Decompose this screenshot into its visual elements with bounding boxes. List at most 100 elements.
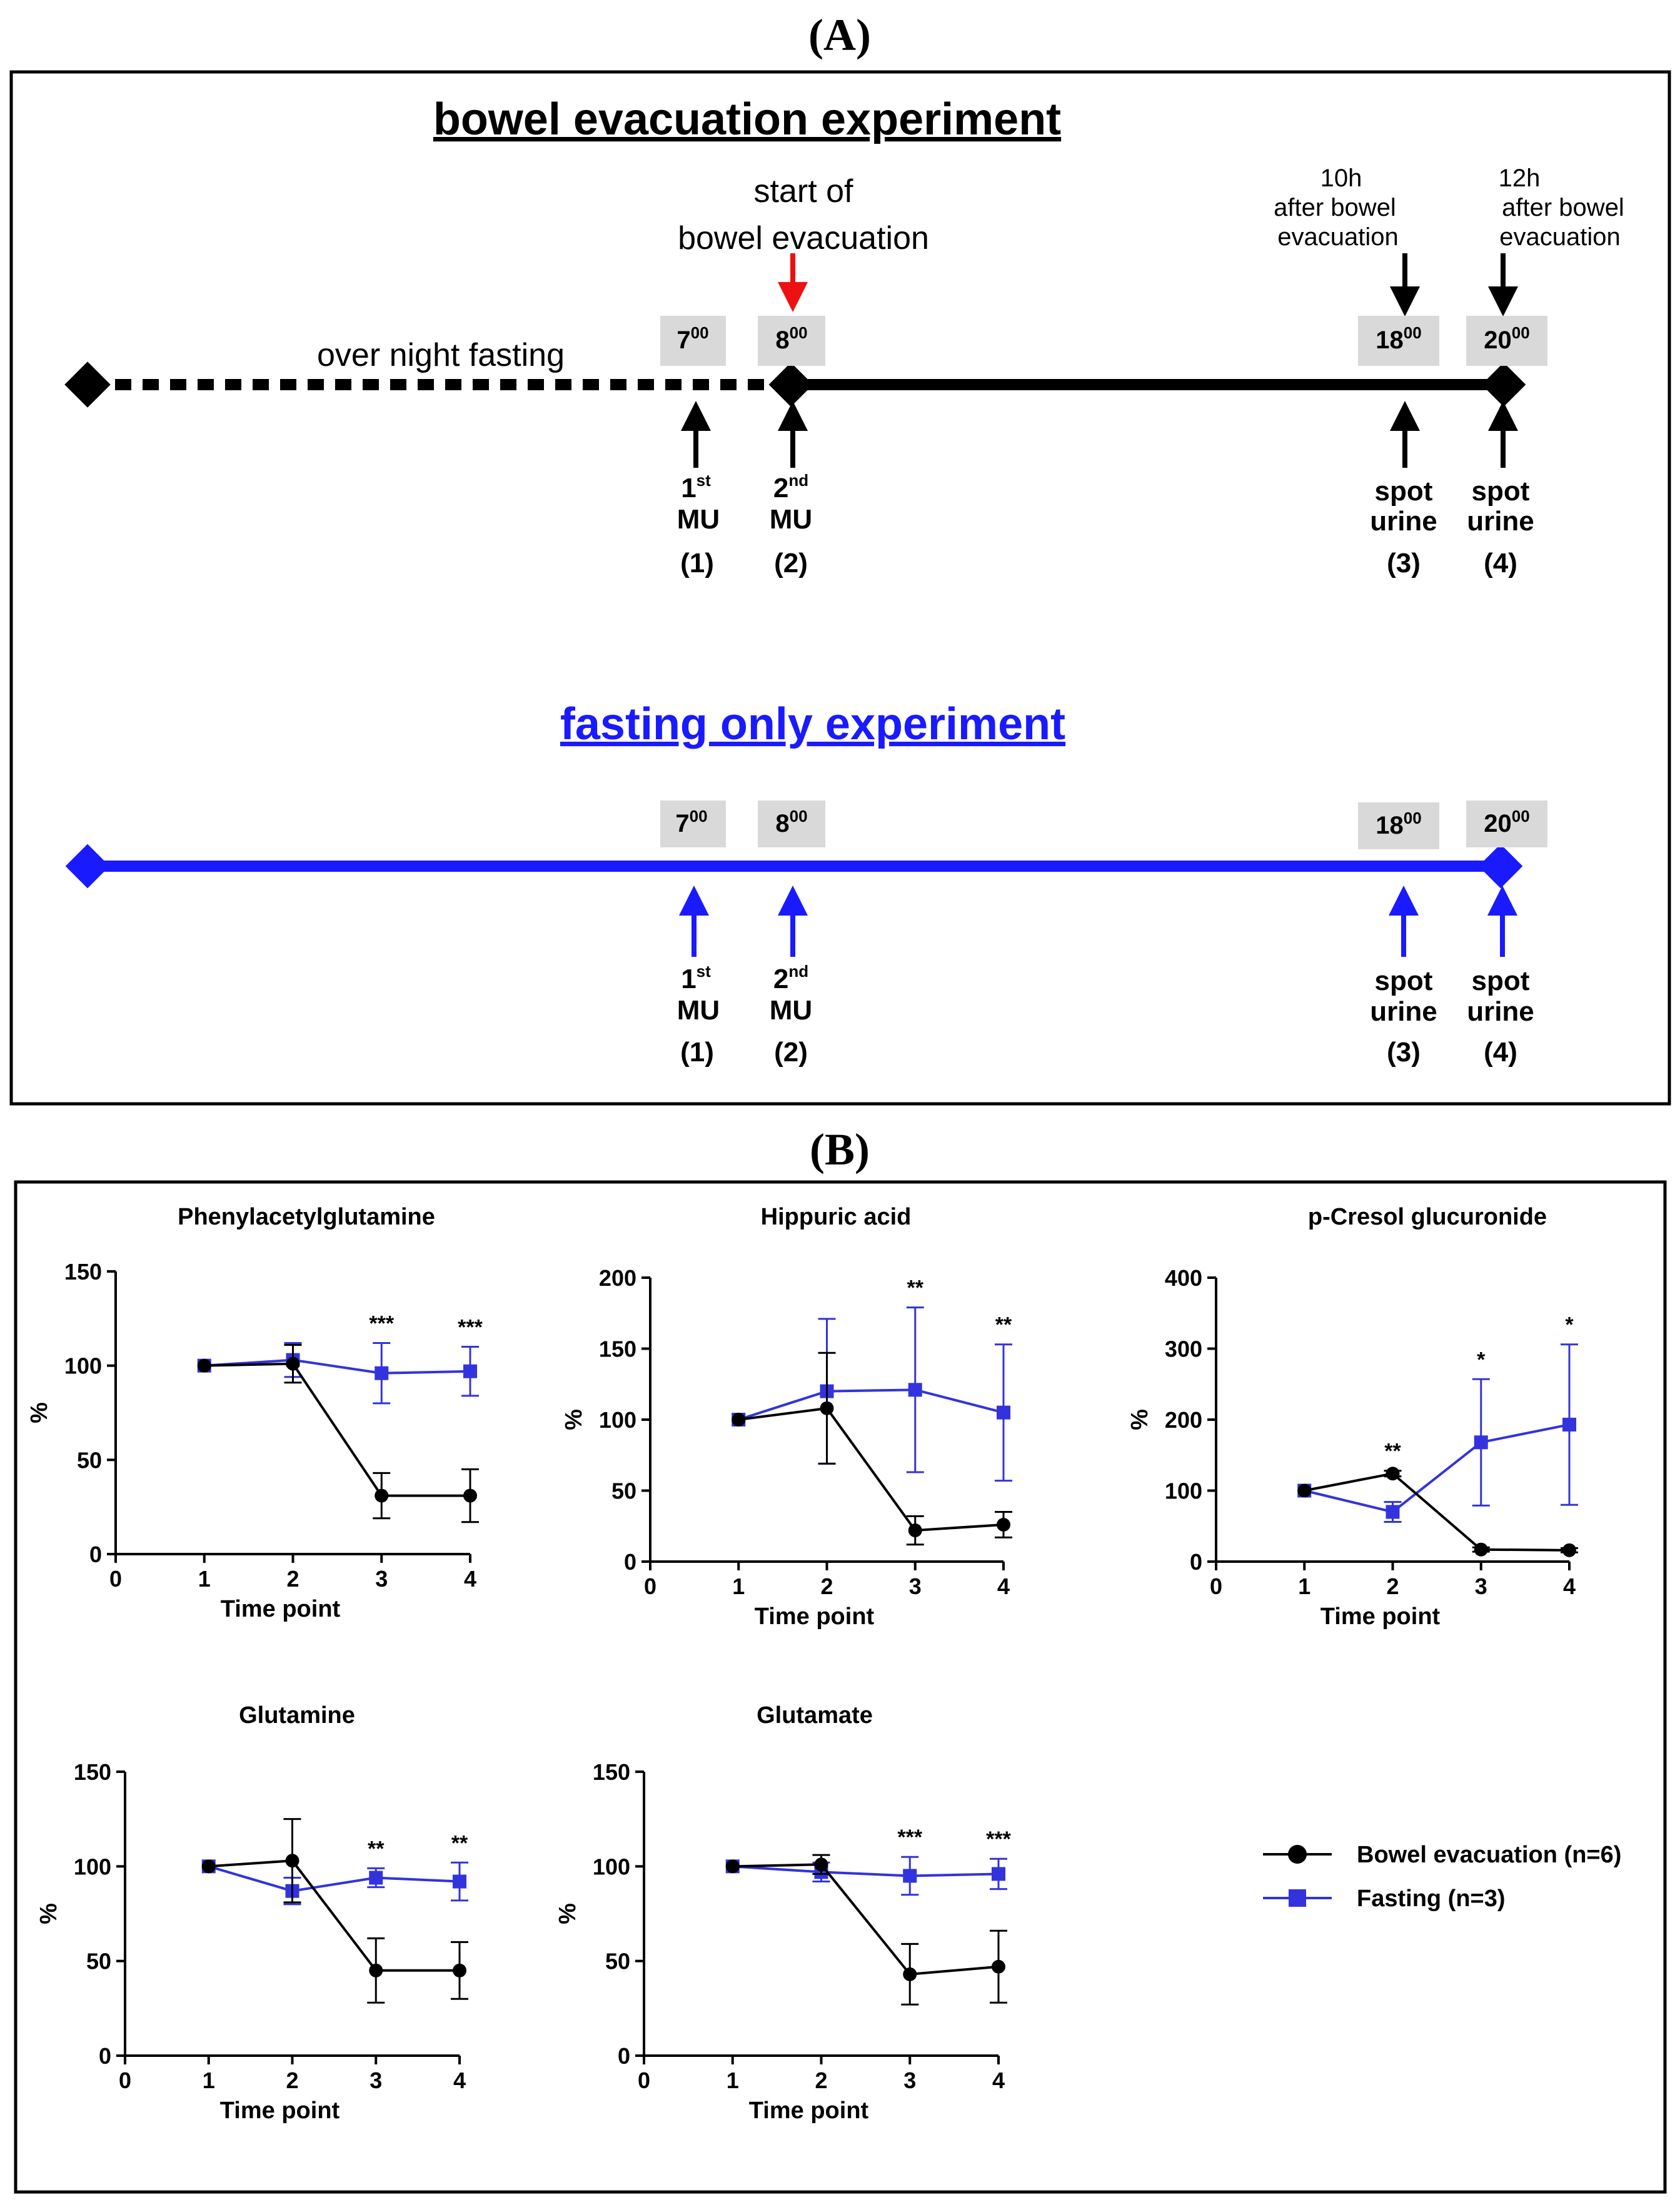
legend-marker-fasting [1289, 1889, 1306, 1907]
data-point-fasting [453, 1874, 466, 1889]
significance-label: *** [897, 1826, 922, 1849]
y-tick-label: 0 [1190, 1549, 1202, 1575]
x-tick-label: 4 [992, 2068, 1005, 2093]
series-line-bowel [1304, 1472, 1570, 1552]
bowel-time-boxes: 700 800 1800 2000 [660, 316, 1547, 366]
fasting-experiment-title: fasting only experiment [560, 699, 1065, 749]
f-time-20: 2000 [1484, 807, 1529, 837]
data-point-bowel [1386, 1467, 1400, 1481]
panel-b-label: (B) [810, 1124, 870, 1174]
time-box-7 [660, 316, 726, 366]
chart-title: Hippuric acid [761, 1204, 912, 1230]
y-tick-label: 50 [605, 1949, 630, 1974]
data-point-bowel [903, 1967, 917, 1981]
time-20: 2000 [1484, 323, 1529, 354]
y-tick-label: 0 [618, 2043, 630, 2069]
f-time-box-7 [660, 800, 726, 847]
sample3-num: (3) [1387, 548, 1421, 578]
legend-label-fasting: Fasting (n=3) [1357, 1886, 1506, 1912]
sample3-l1: spot [1375, 476, 1433, 507]
x-tick-label: 0 [644, 1573, 656, 1599]
x-tick-label: 4 [453, 2068, 466, 2093]
f-sample3-num: (3) [1387, 1037, 1421, 1068]
start-label-line2: bowel evacuation [678, 220, 929, 256]
x-tick-label: 2 [815, 2068, 827, 2093]
y-tick-label: 400 [1165, 1265, 1202, 1291]
x-tick-label: 1 [727, 2068, 739, 2093]
x-tick-label: 0 [638, 2068, 650, 2093]
significance-label: ** [368, 1837, 385, 1861]
x-tick-label: 1 [732, 1573, 745, 1599]
data-point-bowel [1562, 1543, 1576, 1557]
y-tick-label: 100 [593, 1854, 630, 1879]
time-box-20 [1466, 316, 1547, 366]
x-tick-label: 0 [109, 1566, 122, 1592]
f-sample3-l2: urine [1370, 996, 1437, 1027]
start-label-line1: start of [754, 173, 853, 210]
x-tick-label: 3 [370, 2068, 382, 2093]
chart-3: p-Cresol glucuronide 0 100 200 300 400 0 1 2 3 4 Ti… [1127, 1204, 1578, 1630]
fasting-sample-labels: 1st MU (1) 2nd MU (2) spot urine (3) spo… [677, 962, 1534, 1068]
data-point-bowel [992, 1959, 1005, 1974]
f-sample4-num: (4) [1484, 1037, 1517, 1068]
chart-2: Hippuric acid 0 50 100 150 200 0 1 2 3 4 Time point… [561, 1204, 1012, 1630]
chart-5: Glutamate 0 50 100 150 0 1 2 3 4 Time point% *** *** [555, 1702, 1012, 2124]
legend-label-bowel: Bowel evacuation (n=6) [1357, 1842, 1621, 1868]
data-point-bowel [732, 1413, 746, 1427]
significance-label: *** [986, 1827, 1011, 1851]
data-point-bowel [908, 1523, 922, 1538]
data-point-bowel [197, 1358, 211, 1373]
series-line-bowel [204, 1362, 470, 1497]
data-point-fasting [997, 1405, 1010, 1420]
x-axis-label: Time point [749, 2098, 869, 2124]
data-point-bowel [1474, 1542, 1488, 1557]
series-line-fasting [732, 1865, 999, 1877]
y-tick-label: 150 [64, 1259, 102, 1285]
x-tick-label: 3 [1475, 1573, 1487, 1599]
bowel-mid-diamond [768, 362, 813, 407]
y-axis-label: % [36, 1903, 62, 1924]
y-tick-label: 50 [611, 1478, 636, 1504]
f-sample3-l1: spot [1375, 966, 1433, 996]
f-sample2-num: (2) [774, 1037, 808, 1068]
sample2-num: (2) [774, 548, 808, 578]
fasting-start-diamond [65, 844, 110, 889]
x-axis-label: Time point [220, 2098, 340, 2124]
x-tick-label: 2 [820, 1573, 833, 1599]
data-point-fasting [369, 1871, 383, 1885]
significance-label: ** [451, 1831, 468, 1855]
y-tick-label: 50 [86, 1949, 111, 1974]
f-time-box-18 [1358, 802, 1439, 849]
sample4-num: (4) [1484, 548, 1517, 578]
f-time-8: 800 [775, 807, 807, 837]
x-tick-label: 2 [286, 2068, 298, 2093]
data-point-bowel [997, 1517, 1010, 1532]
panel-b-frame [14, 1180, 1667, 2194]
significance-label: ** [907, 1276, 924, 1300]
bowel-experiment-title: bowel evacuation experiment [433, 94, 1061, 144]
significance-label: ** [995, 1313, 1012, 1337]
x-axis-label: Time point [1320, 1603, 1441, 1630]
chart-1: Phenylacetylglutamine 0 50 100 150 0 1 2 3 4 Time … [26, 1204, 483, 1622]
y-axis-label: % [561, 1409, 587, 1430]
f-sample4-l1: spot [1472, 966, 1530, 996]
time-7: 700 [677, 323, 708, 354]
f-time-box-8 [758, 800, 825, 847]
data-point-fasting [1562, 1417, 1576, 1432]
series-line-bowel [208, 1859, 460, 1972]
significance-label: *** [458, 1316, 483, 1340]
y-axis-label: % [1127, 1409, 1153, 1430]
data-point-bowel [285, 1854, 299, 1868]
f-sample1-l2: MU [677, 995, 720, 1026]
y-tick-label: 100 [64, 1353, 102, 1379]
y-tick-label: 150 [74, 1759, 111, 1785]
note-10h-line1: 10h [1320, 164, 1362, 192]
fasting-time-boxes: 700 800 1800 2000 [660, 800, 1547, 849]
data-point-bowel [369, 1963, 383, 1977]
bowel-end-diamond [1481, 362, 1526, 407]
x-tick-label: 2 [286, 1566, 299, 1592]
f-sample4-l2: urine [1467, 996, 1534, 1027]
data-point-fasting [908, 1383, 922, 1397]
y-tick-label: 200 [1165, 1407, 1202, 1433]
